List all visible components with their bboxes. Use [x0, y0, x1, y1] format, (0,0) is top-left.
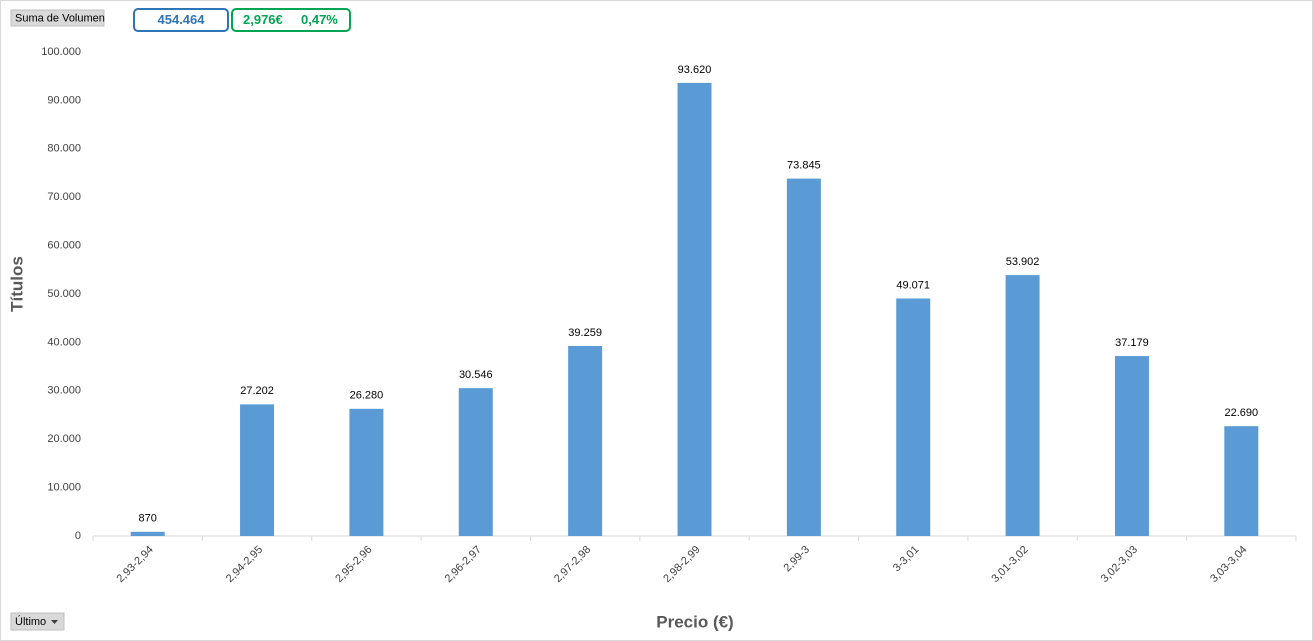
- data-label: 73.845: [787, 159, 821, 171]
- bar: [349, 408, 384, 536]
- y-tick-label: 10.000: [47, 482, 81, 494]
- y-axis-title: Títulos: [7, 256, 26, 312]
- filter-button[interactable]: [10, 612, 65, 631]
- data-label: 53.902: [1006, 256, 1040, 268]
- data-label: 870: [139, 513, 157, 525]
- bar: [458, 388, 493, 536]
- data-label: 22.690: [1224, 407, 1258, 419]
- y-tick-label: 50.000: [47, 288, 81, 300]
- y-tick-label: 30.000: [47, 385, 81, 397]
- bar: [240, 404, 275, 536]
- data-label: 37.179: [1115, 337, 1149, 349]
- bar: [568, 345, 603, 536]
- x-axis-title: Precio (€): [656, 612, 733, 631]
- filter-button-label[interactable]: Último: [15, 615, 46, 628]
- bar: [896, 298, 931, 536]
- price-box: [231, 8, 351, 32]
- field-button-label[interactable]: Suma de Volumen: [15, 12, 105, 24]
- y-tick-label: 40.000: [47, 336, 81, 348]
- field-button[interactable]: [10, 9, 105, 27]
- data-label: 26.280: [350, 390, 384, 402]
- data-label: 27.202: [240, 385, 274, 397]
- data-label: 93.620: [678, 64, 712, 76]
- data-label: 49.071: [896, 279, 930, 291]
- bar: [130, 531, 165, 536]
- data-label: 39.259: [568, 327, 602, 339]
- y-tick-label: 100.000: [41, 46, 81, 58]
- dropdown-arrow[interactable]: [51, 620, 58, 624]
- price-value: 2,976€: [243, 12, 283, 27]
- y-tick-label: 90.000: [47, 94, 81, 106]
- y-tick-label: 60.000: [47, 240, 81, 252]
- y-tick-label: 70.000: [47, 191, 81, 203]
- total-value: 454.464: [158, 12, 206, 27]
- data-label: 30.546: [459, 369, 493, 381]
- y-tick-label: 80.000: [47, 143, 81, 155]
- bar: [677, 82, 712, 536]
- y-tick-label: 20.000: [47, 433, 81, 445]
- total-box: [133, 8, 229, 32]
- y-tick-label: 0: [75, 530, 81, 542]
- bar: [1005, 275, 1040, 536]
- bar: [1114, 356, 1149, 536]
- bar: [786, 178, 821, 536]
- change-value: 0,47%: [301, 12, 338, 27]
- bar: [1224, 426, 1259, 536]
